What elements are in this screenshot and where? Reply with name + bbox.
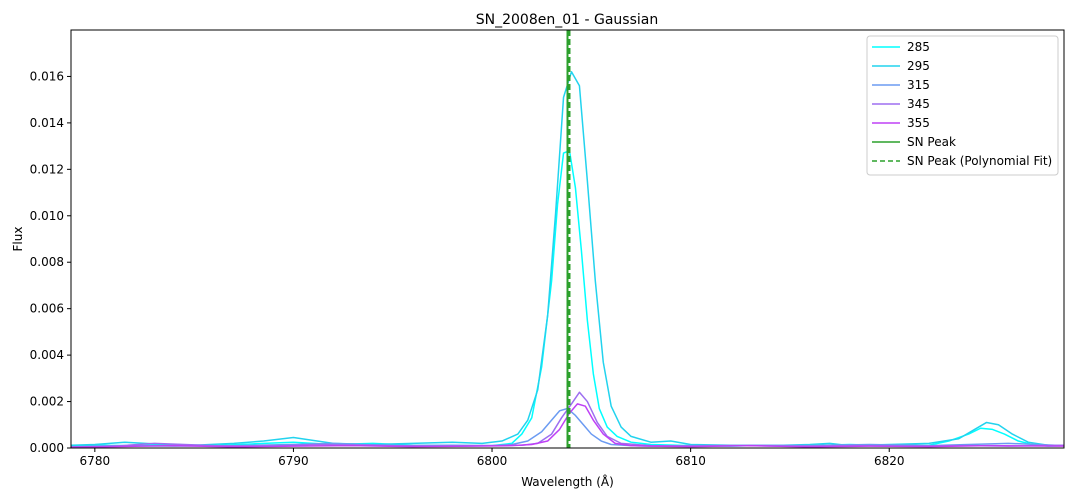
y-axis-label: Flux: [11, 227, 25, 252]
y-tick-label: 0.016: [30, 69, 64, 83]
y-tick-label: 0.006: [30, 302, 64, 316]
series-line-345: [71, 391, 1064, 448]
x-tick-label: 6790: [278, 454, 309, 468]
legend-label: 355: [907, 116, 930, 130]
y-tick-label: 0.014: [30, 116, 64, 130]
series-line-295: [71, 71, 1064, 447]
chart-title: SN_2008en_01 - Gaussian: [476, 12, 658, 28]
legend-label: 285: [907, 40, 930, 54]
y-tick-label: 0.010: [30, 209, 64, 223]
y-tick-label: 0.008: [30, 255, 64, 269]
y-axis: 0.000 0.002 0.004 0.006 0.008 0.010 0.012 0.014…: [30, 69, 71, 455]
y-tick-label: 0.002: [30, 395, 64, 409]
legend-label: 295: [907, 59, 930, 73]
legend-label: 315: [907, 78, 930, 92]
legend-label: SN Peak (Polynomial Fit): [907, 154, 1052, 168]
legend: 285 295 315 345 355 SN Peak SN Peak (Polynomia…: [866, 35, 1059, 176]
legend-label: SN Peak: [907, 135, 956, 149]
y-tick-label: 0.012: [30, 162, 64, 176]
x-axis: 6780 6790 6800 6810 6820: [80, 448, 905, 468]
x-tick-label: 6810: [675, 454, 706, 468]
y-tick-label: 0.004: [30, 348, 64, 362]
x-axis-label: Wavelength (Å): [521, 474, 614, 489]
series-line-355: [71, 403, 1064, 448]
x-tick-label: 6820: [874, 454, 905, 468]
x-tick-label: 6780: [80, 454, 111, 468]
legend-box: [866, 35, 1059, 176]
plot-frame: [70, 29, 1065, 449]
x-tick-label: 6800: [477, 454, 508, 468]
y-tick-label: 0.000: [30, 441, 64, 455]
legend-label: 345: [907, 97, 930, 111]
plot-area: [71, 30, 1064, 448]
